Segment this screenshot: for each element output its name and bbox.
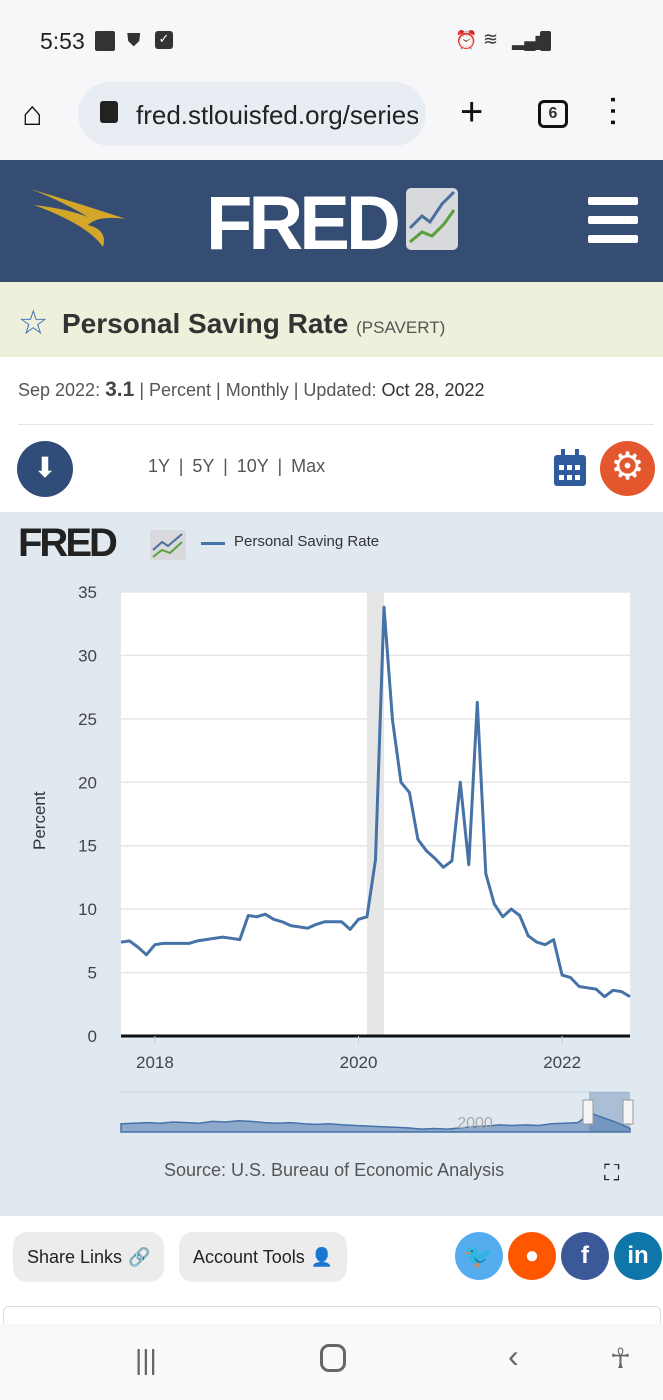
link-icon: 🔗 [128, 1246, 151, 1267]
x-tick-label: 2022 [543, 1053, 581, 1072]
y-tick-label: 0 [88, 1027, 97, 1046]
x-tick-label: 2018 [136, 1053, 174, 1072]
more-menu-icon[interactable]: ⋯ [594, 94, 632, 128]
range-10y[interactable]: 10Y [236, 456, 269, 476]
y-tick-label: 20 [78, 773, 97, 792]
share-links-label: Share Links [27, 1246, 123, 1267]
line-chart[interactable]: 0 5 10 15 20 25 30 35 2018 2020 2022 2000 [0, 560, 663, 1160]
series-line [120, 605, 631, 999]
back-icon[interactable]: ‹ [508, 1338, 519, 1374]
signal-icon: ▂▄▆ [512, 33, 548, 50]
x-tick-label: 2020 [340, 1053, 378, 1072]
range-1y[interactable]: 1Y [148, 456, 170, 476]
y-tick-label: 15 [78, 837, 97, 856]
latest-date: Sep 2022: [18, 380, 101, 400]
site-header [0, 160, 663, 282]
share-links-button[interactable]: Share Links 🔗 [13, 1232, 165, 1282]
notification-icon [95, 31, 115, 51]
y-tick-label: 5 [88, 964, 97, 983]
updated-date: Oct 28, 2022 [381, 380, 485, 400]
home-icon[interactable]: ⌂ [22, 95, 43, 133]
legend-label[interactable]: Personal Saving Rate [234, 533, 380, 550]
status-bar: 5:53 ⛊ ✓ ⏰ ≋ ▂▄▆ [0, 0, 663, 80]
twitter-icon[interactable]: 🐦 [455, 1232, 503, 1280]
reddit-icon[interactable]: ● [508, 1232, 556, 1280]
home-button-icon[interactable] [320, 1344, 346, 1372]
y-tick-label: 10 [78, 900, 97, 919]
y-tick-label: 35 [78, 583, 97, 602]
accessibility-icon[interactable]: ☥ [610, 1343, 631, 1374]
chart-logo-icon [150, 530, 186, 560]
favorite-star-icon[interactable]: ☆ [18, 304, 49, 342]
facebook-icon[interactable]: f [561, 1232, 609, 1280]
chart-fred-logo: FRED [18, 521, 118, 565]
divider [18, 424, 654, 425]
fred-chart-logo-icon [406, 188, 458, 250]
hamburger-menu-icon[interactable] [588, 197, 638, 243]
legend-swatch [201, 542, 225, 545]
account-tools-label: Account Tools [193, 1246, 305, 1267]
account-tools-button[interactable]: Account Tools 👤 [179, 1232, 348, 1282]
eagle-logo-icon[interactable] [28, 185, 130, 250]
system-nav-bar: ||| ‹ ☥ [0, 1324, 663, 1400]
url-text[interactable]: fred.stlouisfed.org/series/PSAVERT [136, 100, 418, 130]
wifi-icon: ≋ [483, 29, 499, 49]
calendar-icon[interactable] [553, 449, 587, 487]
page-title: Personal Saving Rate (PSAVERT) [62, 308, 445, 340]
navigator-year-label: 2000 [457, 1115, 493, 1132]
series-meta: Sep 2022: 3.1 | Percent | Monthly | Upda… [18, 378, 485, 402]
shield-icon: ⛊ [127, 30, 141, 50]
address-bar[interactable] [78, 82, 426, 146]
y-tick-label: 25 [78, 710, 97, 729]
range-max[interactable]: Max [291, 456, 326, 476]
content-card [3, 1306, 661, 1326]
lock-icon [100, 101, 118, 123]
y-tick-label: 30 [78, 646, 97, 665]
source-text: Source: U.S. Bureau of Economic Analysis [164, 1160, 505, 1180]
series-title: Personal Saving Rate [62, 308, 349, 339]
latest-value: 3.1 [105, 378, 135, 401]
clock: 5:53 [40, 28, 85, 54]
series-id: (PSAVERT) [356, 318, 446, 337]
fullscreen-icon[interactable]: ⛶ [604, 1160, 620, 1185]
linkedin-icon[interactable]: in [614, 1232, 662, 1280]
download-icon[interactable]: ⬇ [17, 441, 73, 497]
navigator-handle[interactable] [582, 1099, 594, 1125]
navigator-area [120, 1112, 631, 1133]
alarm-icon: ⏰ [455, 30, 478, 50]
tab-count-button[interactable]: 6 [538, 100, 568, 128]
user-icon: 👤 [310, 1246, 334, 1267]
title-bar [0, 282, 663, 357]
recent-apps-icon[interactable]: ||| [135, 1344, 157, 1375]
range-5y[interactable]: 5Y [192, 456, 215, 476]
new-tab-icon[interactable]: + [460, 90, 484, 134]
navigator-handle[interactable] [622, 1099, 634, 1125]
meta-units: | Percent | Monthly | Updated: [139, 380, 377, 400]
fred-logo[interactable]: FRED [206, 181, 401, 266]
check-icon: ✓ [155, 31, 173, 49]
date-range-selector: 1Y | 5Y | 10Y | Max [148, 456, 326, 476]
battery-icon [540, 31, 551, 51]
settings-gear-icon[interactable]: ⚙ [600, 441, 655, 496]
